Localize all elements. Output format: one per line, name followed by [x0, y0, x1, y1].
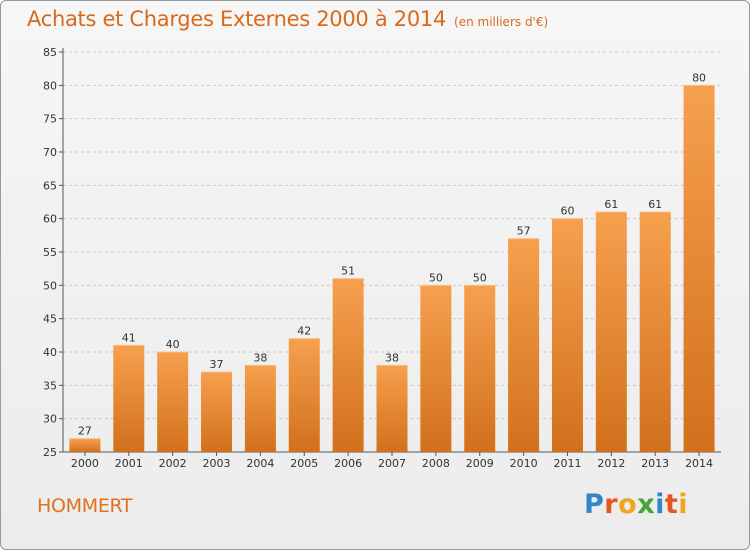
- data-label: 50: [429, 271, 443, 284]
- y-tick-label: 55: [43, 246, 57, 259]
- labels: 25 30 35 40 45 50 55 60 65 70 75 80 85 27 2000 41 2001 40…: [43, 46, 713, 470]
- x-tick-label: 2005: [290, 457, 318, 470]
- data-label: 50: [473, 271, 487, 284]
- x-tick-label: 2008: [422, 457, 450, 470]
- x-tick-label: 2007: [378, 457, 406, 470]
- data-label: 61: [604, 198, 618, 211]
- bar: [376, 365, 408, 452]
- data-label: 80: [692, 71, 706, 84]
- bar: [113, 345, 145, 452]
- chart-subtitle: (en milliers d'€): [454, 15, 549, 29]
- data-label: 42: [297, 325, 311, 338]
- chart-title-text: Achats et Charges Externes 2000 à 2014: [27, 7, 447, 31]
- brand-letter: t: [664, 489, 679, 520]
- x-tick-label: 2002: [159, 457, 187, 470]
- data-label: 57: [517, 225, 531, 238]
- brand-letter: P: [584, 489, 605, 520]
- x-tick-label: 2006: [334, 457, 362, 470]
- y-tick-label: 80: [43, 79, 57, 92]
- x-tick-label: 2004: [246, 457, 274, 470]
- data-label: 60: [560, 205, 574, 218]
- x-tick-label: 2011: [553, 457, 581, 470]
- brand-letter: r: [604, 489, 619, 520]
- bar: [420, 285, 452, 452]
- bar: [551, 218, 583, 452]
- y-tick-label: 75: [43, 113, 57, 126]
- brand-letter: i: [678, 489, 689, 520]
- y-tick-label: 60: [43, 213, 57, 226]
- y-tick-label: 25: [43, 446, 57, 459]
- bar: [244, 365, 276, 452]
- bar: [595, 212, 627, 452]
- x-tick-label: 2014: [685, 457, 713, 470]
- brand-letter: x: [637, 489, 656, 520]
- data-label: 38: [385, 351, 399, 364]
- bar: [69, 438, 101, 452]
- x-tick-label: 2003: [203, 457, 231, 470]
- y-tick-label: 70: [43, 146, 57, 159]
- bars: [69, 84, 715, 452]
- bar: [683, 85, 715, 452]
- bar: [508, 238, 540, 452]
- y-tick-label: 65: [43, 179, 57, 192]
- y-tick-label: 85: [43, 46, 57, 59]
- data-label: 27: [78, 425, 92, 438]
- y-tick-label: 30: [43, 413, 57, 426]
- data-label: 40: [166, 338, 180, 351]
- y-tick-label: 40: [43, 346, 57, 359]
- data-label: 38: [253, 351, 267, 364]
- data-label: 61: [648, 198, 662, 211]
- bar: [639, 212, 671, 452]
- bar: [464, 285, 496, 452]
- brand-letter: i: [655, 489, 665, 520]
- y-tick-label: 50: [43, 279, 57, 292]
- x-tick-label: 2010: [510, 457, 538, 470]
- y-tick-label: 45: [43, 313, 57, 326]
- bar: [201, 372, 233, 452]
- bar: [288, 338, 320, 452]
- chart-title: Achats et Charges Externes 2000 à 2014 (e…: [27, 7, 548, 31]
- x-tick-label: 2013: [641, 457, 669, 470]
- bar: [332, 278, 364, 452]
- data-label: 51: [341, 265, 355, 278]
- x-tick-label: 2000: [71, 457, 99, 470]
- x-tick-label: 2012: [597, 457, 625, 470]
- x-tick-label: 2001: [115, 457, 143, 470]
- data-label: 37: [210, 358, 224, 371]
- data-label: 41: [122, 331, 136, 344]
- y-tick-label: 35: [43, 379, 57, 392]
- brand-letter: o: [618, 489, 638, 520]
- x-tick-label: 2009: [466, 457, 494, 470]
- city-name: HOMMERT: [37, 495, 133, 517]
- brand-logo: Proxiti: [584, 489, 688, 520]
- bar: [157, 352, 189, 452]
